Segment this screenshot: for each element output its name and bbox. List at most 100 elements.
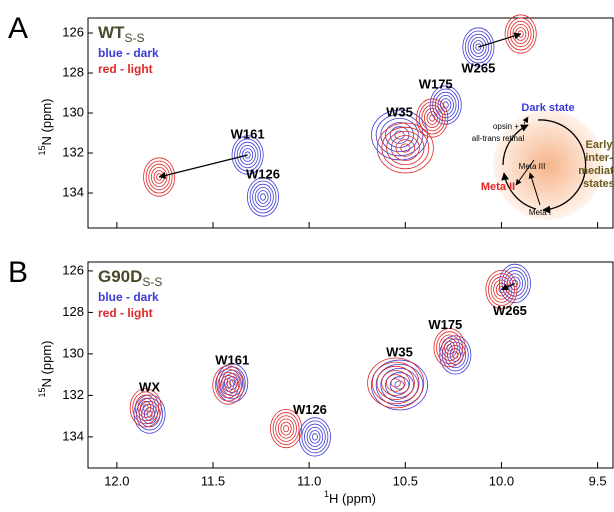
dark-contour xyxy=(246,177,279,217)
light-contour xyxy=(385,374,406,392)
light-contour xyxy=(416,98,449,138)
dark-contour xyxy=(385,372,414,398)
dark-contour xyxy=(394,130,405,140)
inset-retinal: all-trans retinal xyxy=(472,134,525,143)
dark-contour xyxy=(234,138,262,172)
peak-label: W35 xyxy=(386,344,413,359)
x-tick-label: 10.0 xyxy=(489,473,514,488)
light-contour xyxy=(143,157,176,197)
inset-opsin: opsin + xyxy=(493,122,519,131)
dark-contour xyxy=(216,363,249,403)
peak-label: W161 xyxy=(231,126,265,141)
light-contour xyxy=(488,273,515,306)
dark-contour xyxy=(236,141,259,169)
dark-contour xyxy=(429,85,462,125)
dark-contour xyxy=(475,43,482,51)
light-contour xyxy=(148,163,170,191)
light-contour xyxy=(381,370,411,396)
dark-contour xyxy=(301,420,329,454)
dark-contour xyxy=(375,363,424,407)
light-contour xyxy=(390,378,401,388)
light-contour xyxy=(493,279,510,300)
x-axis-label: 1H (ppm) xyxy=(324,489,376,506)
x-tick-label: 10.5 xyxy=(393,473,418,488)
dark-contour xyxy=(375,113,424,157)
dark-contour xyxy=(389,126,410,144)
light-contour xyxy=(443,340,456,355)
dark-contour xyxy=(259,193,266,201)
y-tick-label: 130 xyxy=(62,104,84,119)
plot-frame xyxy=(87,261,614,469)
legend-title-main: WT xyxy=(98,23,125,42)
dark-contour xyxy=(239,144,256,165)
cycle-arc xyxy=(537,119,587,214)
dark-contour xyxy=(309,430,321,444)
dark-contour xyxy=(467,33,490,61)
y-label: N (ppm) xyxy=(39,341,54,388)
dark-contour xyxy=(306,426,324,447)
legend-title: WTS-S xyxy=(98,23,144,45)
light-contour xyxy=(512,23,529,45)
inset-meta-iii: Meta III xyxy=(519,162,546,171)
peak-label: WX xyxy=(139,379,160,394)
y-tick-label: 132 xyxy=(62,387,84,402)
dark-contour xyxy=(136,397,163,431)
dark-contour xyxy=(472,40,484,54)
dark-contour xyxy=(432,88,460,122)
dark-contour xyxy=(242,148,254,162)
dark-contour xyxy=(254,186,272,207)
dark-contour xyxy=(218,366,246,400)
shift-arrow xyxy=(158,154,248,179)
light-contour xyxy=(426,111,438,125)
dark-contour xyxy=(452,351,459,359)
dark-contour xyxy=(385,122,414,148)
inset-early: mediate xyxy=(578,165,614,177)
light-contour xyxy=(376,365,415,400)
y-tick-label: 126 xyxy=(62,262,84,277)
inset-meta-i: Meta I xyxy=(529,208,551,217)
opsin-path xyxy=(521,116,529,128)
dark-contour xyxy=(380,367,419,403)
light-contour xyxy=(421,104,444,132)
legend-entry: red - light xyxy=(98,62,153,76)
y-tick-label: 126 xyxy=(62,24,84,39)
dark-contour xyxy=(371,359,429,411)
light-contour xyxy=(441,337,458,358)
legend-title-sub: S-S xyxy=(124,31,144,45)
dark-contour xyxy=(470,37,487,58)
light-contour xyxy=(381,126,430,170)
light-contour xyxy=(132,391,160,425)
legend-title-sub: S-S xyxy=(142,275,162,289)
dark-contour xyxy=(229,379,236,387)
light-contour xyxy=(395,139,416,157)
dark-contour xyxy=(249,180,277,214)
light-contour xyxy=(137,397,154,418)
dark-contour xyxy=(437,95,454,116)
cycle-arc xyxy=(502,124,529,166)
inset-early: states xyxy=(583,178,614,190)
dark-contour xyxy=(447,344,464,365)
light-contour xyxy=(214,368,242,402)
light-contour xyxy=(367,357,425,409)
dark-contour xyxy=(298,417,331,457)
light-contour xyxy=(142,404,149,412)
x-tick-label: 11.5 xyxy=(201,473,225,488)
dark-contour xyxy=(252,183,274,211)
dark-contour xyxy=(371,109,429,161)
legend-title-main: G90D xyxy=(98,267,142,286)
meta-iii-path xyxy=(528,172,541,206)
light-contour xyxy=(438,334,461,361)
dark-contour xyxy=(389,376,410,394)
light-contour xyxy=(490,276,513,303)
light-contour xyxy=(140,401,152,415)
legend-entry: red - light xyxy=(98,306,153,320)
y-tick-label: 130 xyxy=(62,345,84,360)
legend-entry: blue - dark xyxy=(98,290,159,304)
shift-arrow xyxy=(500,282,516,291)
dark-contour xyxy=(311,433,318,441)
light-contour xyxy=(283,424,290,433)
y-tick-label: 134 xyxy=(62,428,84,443)
light-contour xyxy=(275,415,297,442)
inset-dark-state: Dark state xyxy=(521,102,574,114)
peak-label: W175 xyxy=(428,317,462,332)
